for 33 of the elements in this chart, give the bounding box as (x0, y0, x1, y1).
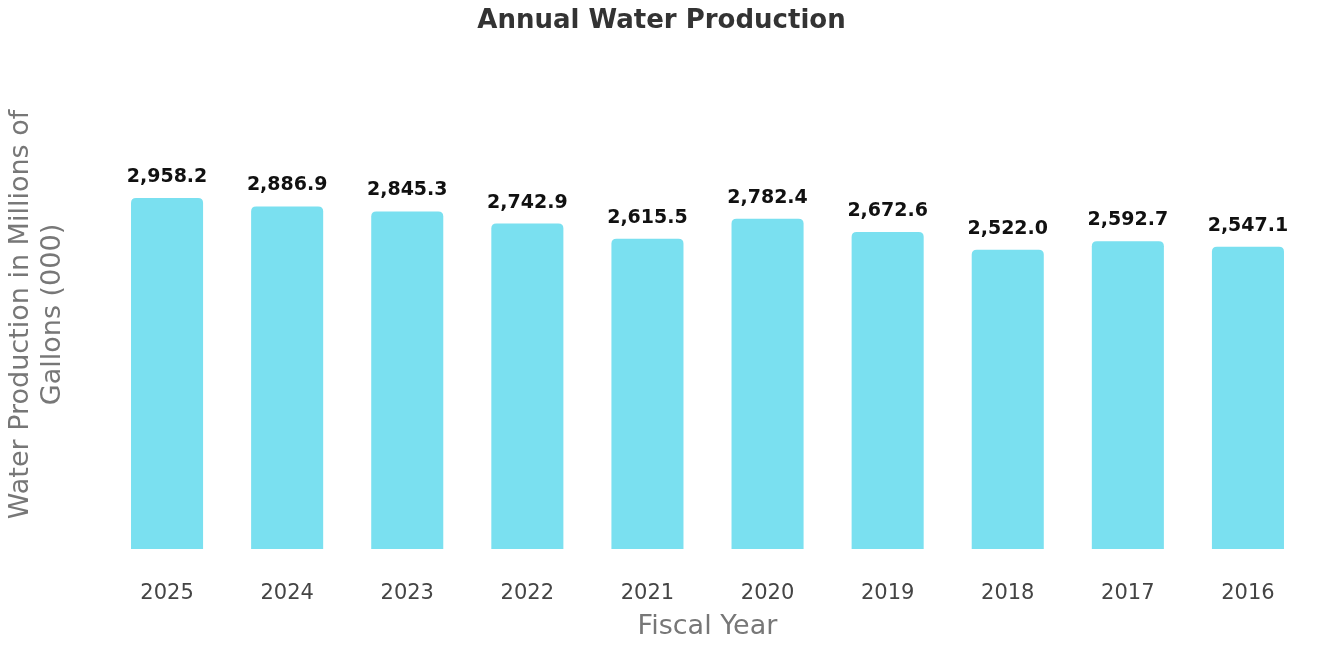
data-label: 2,672.6 (847, 197, 928, 220)
data-label: 2,886.9 (246, 172, 328, 195)
x-tick-label: 2025 (140, 580, 194, 604)
data-label: 2,615.5 (607, 204, 688, 227)
x-tick-label: 2020 (740, 580, 795, 604)
bar (491, 223, 564, 549)
bar (251, 206, 324, 549)
bar (851, 231, 924, 549)
data-label: 2,742.9 (487, 189, 568, 212)
bar (611, 238, 684, 549)
x-tick-label: 2023 (380, 580, 434, 604)
x-axis-title: Fiscal Year (637, 609, 779, 640)
bar (371, 211, 444, 549)
x-tick-label: 2022 (500, 580, 555, 604)
data-label: 2,522.0 (967, 215, 1049, 238)
data-label: 2,547.1 (1207, 212, 1289, 235)
data-label: 2,845.3 (366, 177, 448, 200)
bar (731, 218, 804, 549)
bar (131, 198, 204, 549)
x-tick-label: 2024 (260, 580, 314, 604)
data-label: 2,592.7 (1087, 207, 1169, 230)
bar (971, 249, 1044, 549)
x-tick-label: 2016 (1221, 580, 1275, 604)
x-tick-label: 2017 (1101, 580, 1155, 604)
x-tick-label: 2018 (981, 580, 1035, 604)
bar (1091, 241, 1164, 549)
chart-title: Annual Water Production (477, 4, 846, 34)
x-tick-label: 2021 (620, 580, 675, 604)
x-tick-label: 2019 (860, 580, 915, 604)
data-label: 2,958.2 (126, 164, 208, 186)
y-axis-title: Water Production in Millions of Gallons (000) (3, 108, 66, 520)
data-label: 2,782.4 (727, 184, 808, 207)
bar (1211, 246, 1284, 549)
